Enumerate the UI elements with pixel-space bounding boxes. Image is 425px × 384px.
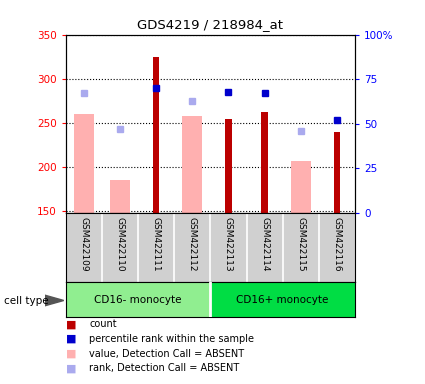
Polygon shape (45, 295, 64, 306)
Text: GSM422113: GSM422113 (224, 217, 233, 271)
Text: rank, Detection Call = ABSENT: rank, Detection Call = ABSENT (89, 363, 240, 373)
Text: GSM422115: GSM422115 (296, 217, 305, 271)
Bar (291, 161, 311, 213)
Text: count: count (89, 319, 117, 329)
Text: GSM422112: GSM422112 (188, 217, 197, 271)
Bar (210, 282, 355, 317)
Bar (261, 113, 268, 213)
Bar (74, 114, 94, 213)
Text: GSM422109: GSM422109 (79, 217, 88, 271)
Text: CD16- monocyte: CD16- monocyte (94, 295, 182, 305)
Text: CD16+ monocyte: CD16+ monocyte (236, 295, 329, 305)
Text: ■: ■ (66, 349, 76, 359)
Text: GSM422111: GSM422111 (152, 217, 161, 271)
Bar (153, 57, 159, 213)
Text: GSM422116: GSM422116 (332, 217, 341, 271)
Text: ■: ■ (66, 319, 76, 329)
Title: GDS4219 / 218984_at: GDS4219 / 218984_at (137, 18, 283, 31)
Text: GSM422114: GSM422114 (260, 217, 269, 271)
Bar (225, 119, 232, 213)
Bar (110, 180, 130, 213)
Bar (66, 282, 210, 317)
Text: cell type: cell type (4, 296, 49, 306)
Text: ■: ■ (66, 363, 76, 373)
Text: value, Detection Call = ABSENT: value, Detection Call = ABSENT (89, 349, 244, 359)
Text: GSM422110: GSM422110 (116, 217, 125, 271)
Bar (182, 116, 202, 213)
Text: ■: ■ (66, 334, 76, 344)
Text: percentile rank within the sample: percentile rank within the sample (89, 334, 254, 344)
Bar (334, 132, 340, 213)
